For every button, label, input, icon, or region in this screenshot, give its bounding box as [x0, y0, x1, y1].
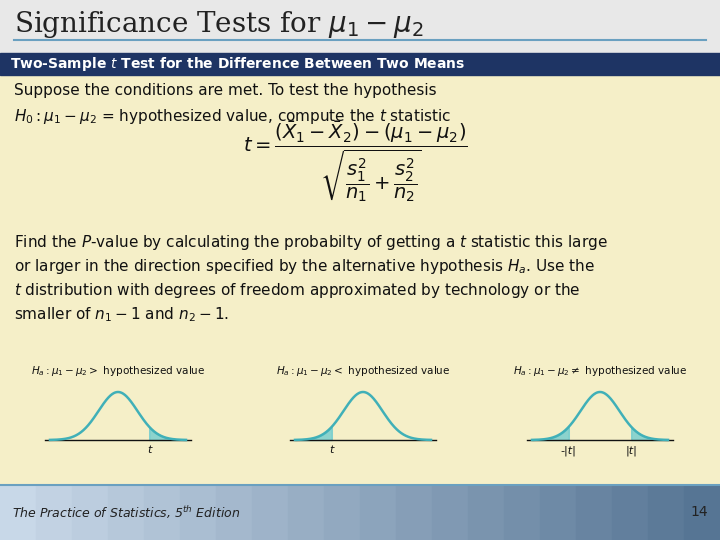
Text: $t$ distribution with degrees of freedom approximated by technology or the: $t$ distribution with degrees of freedom… [14, 281, 580, 300]
Text: $H_a : \mu_1 - \mu_2 \neq$ hypothesized value: $H_a : \mu_1 - \mu_2 \neq$ hypothesized … [513, 364, 687, 378]
Text: or larger in the direction specified by the alternative hypothesis $H_a$. Use th: or larger in the direction specified by … [14, 258, 595, 276]
Text: -|t|: -|t| [561, 445, 577, 456]
Text: $t = \dfrac{(\bar{X}_1 - \bar{X}_2) - (\mu_1 - \mu_2)}{\sqrt{\dfrac{s_1^2}{n_1} : $t = \dfrac{(\bar{X}_1 - \bar{X}_2) - (\… [243, 119, 467, 205]
Text: Find the $P$-value by calculating the probabilty of getting a $t$ statistic this: Find the $P$-value by calculating the pr… [14, 233, 608, 253]
Bar [144, 485, 180, 540]
Bar [360, 485, 396, 540]
Bar [396, 485, 432, 540]
Bar [0, 485, 36, 540]
Bar [324, 485, 360, 540]
Text: t: t [330, 445, 334, 455]
Bar [288, 485, 324, 540]
Text: Two-Sample $t$ Test for the Difference Between Two Means: Two-Sample $t$ Test for the Difference B… [10, 55, 465, 73]
Text: $H_0 : \mu_1 - \mu_2$ = hypothesized value, compute the $t$ statistic: $H_0 : \mu_1 - \mu_2$ = hypothesized val… [14, 106, 451, 125]
Text: |t|: |t| [625, 445, 637, 456]
Bar [108, 485, 144, 540]
Bar [504, 485, 540, 540]
Bar [612, 485, 648, 540]
Bar [252, 485, 288, 540]
Bar [576, 485, 612, 540]
Bar [684, 485, 720, 540]
Bar [468, 485, 504, 540]
Bar [432, 485, 468, 540]
Bar [540, 485, 576, 540]
Text: Suppose the conditions are met. To test the hypothesis: Suppose the conditions are met. To test … [14, 83, 436, 98]
Bar [36, 485, 72, 540]
Bar [0, 75, 720, 485]
Text: $H_a : \mu_1 - \mu_2 <$ hypothesized value: $H_a : \mu_1 - \mu_2 <$ hypothesized val… [276, 364, 450, 378]
Bar [180, 485, 216, 540]
Bar [72, 485, 108, 540]
Bar [0, 53, 720, 75]
Bar [0, 485, 720, 540]
Text: The Practice of Statistics, 5$^{\mathregular{th}}$ Edition: The Practice of Statistics, 5$^{\mathreg… [12, 504, 240, 521]
Bar [216, 485, 252, 540]
Bar [648, 485, 684, 540]
Text: t: t [147, 445, 151, 455]
Text: Significance Tests for $\mu_1 - \mu_2$: Significance Tests for $\mu_1 - \mu_2$ [14, 9, 423, 39]
Text: $H_a : \mu_1 - \mu_2 >$ hypothesized value: $H_a : \mu_1 - \mu_2 >$ hypothesized val… [31, 364, 205, 378]
Text: smaller of $n_1 - 1$ and $n_2 - 1$.: smaller of $n_1 - 1$ and $n_2 - 1$. [14, 306, 229, 325]
Text: 14: 14 [690, 505, 708, 519]
Bar [0, 0, 720, 53]
